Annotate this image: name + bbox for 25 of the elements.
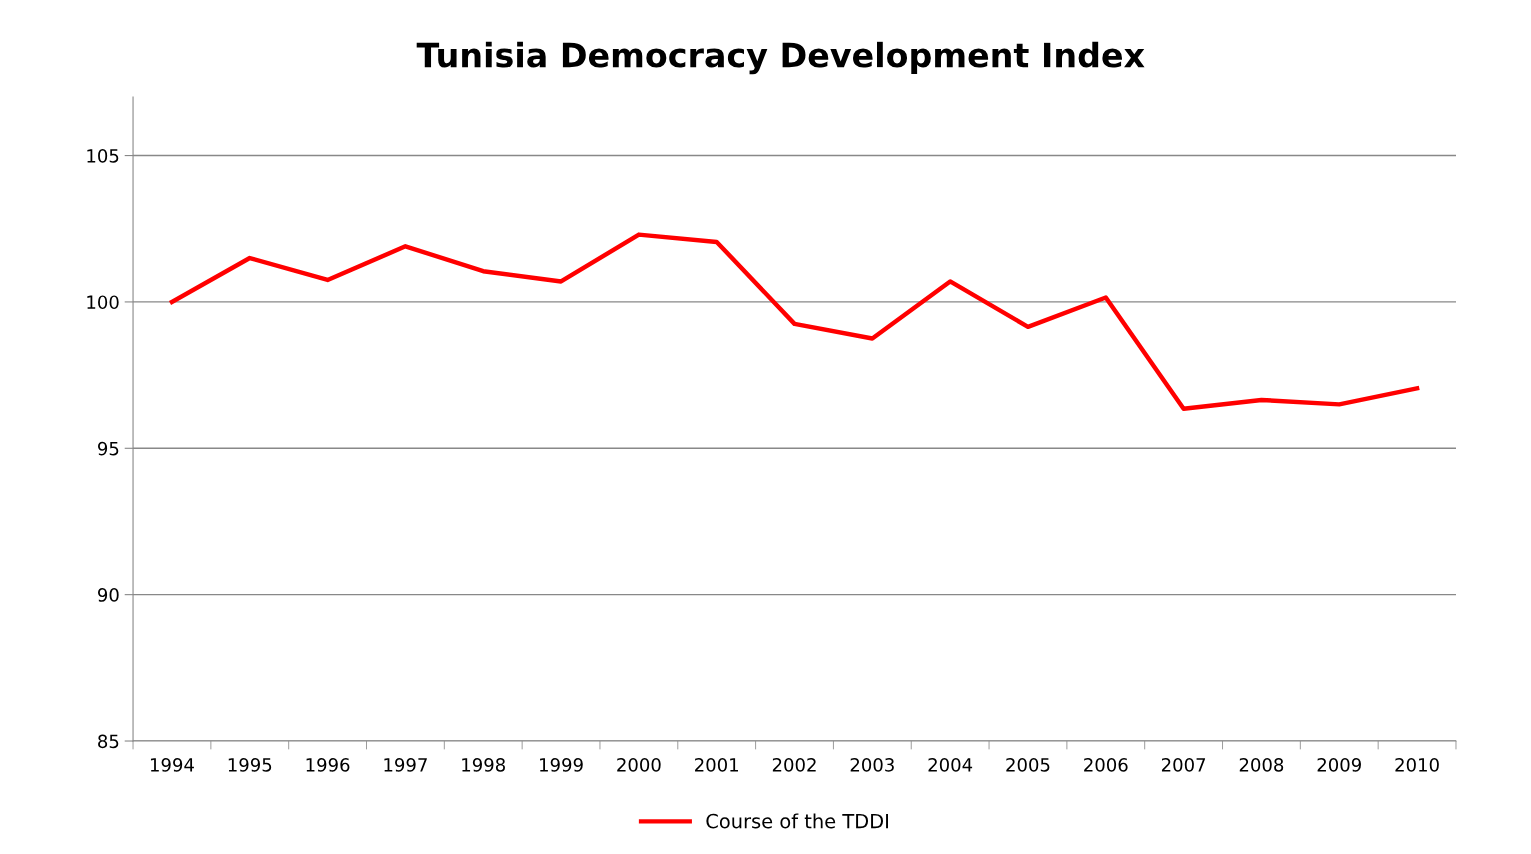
x-tick-label: 2009 xyxy=(1317,758,1361,772)
x-tick-label: 1999 xyxy=(540,758,583,772)
x-tick-label: 1994 xyxy=(150,758,194,772)
y-tick-label: 95 xyxy=(98,441,119,456)
x-tick-label: 2000 xyxy=(617,758,661,772)
y-tick-label: 90 xyxy=(98,588,119,602)
x-tick-label: 1998 xyxy=(462,758,505,772)
x-tick-label: 1997 xyxy=(384,758,427,772)
y-tick-label: 105 xyxy=(87,149,119,163)
x-tick-label: 1995 xyxy=(228,758,272,772)
x-tick-label: 2007 xyxy=(1161,758,1206,772)
x-tick-label: 1996 xyxy=(306,758,350,772)
x-tick-label: 2001 xyxy=(695,758,738,772)
x-tick-label: 2003 xyxy=(850,758,894,772)
x-tick-label: 2004 xyxy=(928,758,973,772)
y-tick-label: 100 xyxy=(87,295,119,310)
legend-label: Course of the TDDI xyxy=(706,813,888,829)
x-tick-label: 2002 xyxy=(772,758,816,772)
y-tick-label: 85 xyxy=(98,734,119,749)
x-tick-label: 2006 xyxy=(1084,758,1128,772)
x-tick-label: 2010 xyxy=(1395,758,1439,772)
x-tick-label: 2008 xyxy=(1239,758,1284,772)
x-tick-label: 2005 xyxy=(1006,758,1050,772)
line-series xyxy=(169,232,1420,411)
chart-title: Tunisia Democracy Development Index xyxy=(416,41,1145,75)
